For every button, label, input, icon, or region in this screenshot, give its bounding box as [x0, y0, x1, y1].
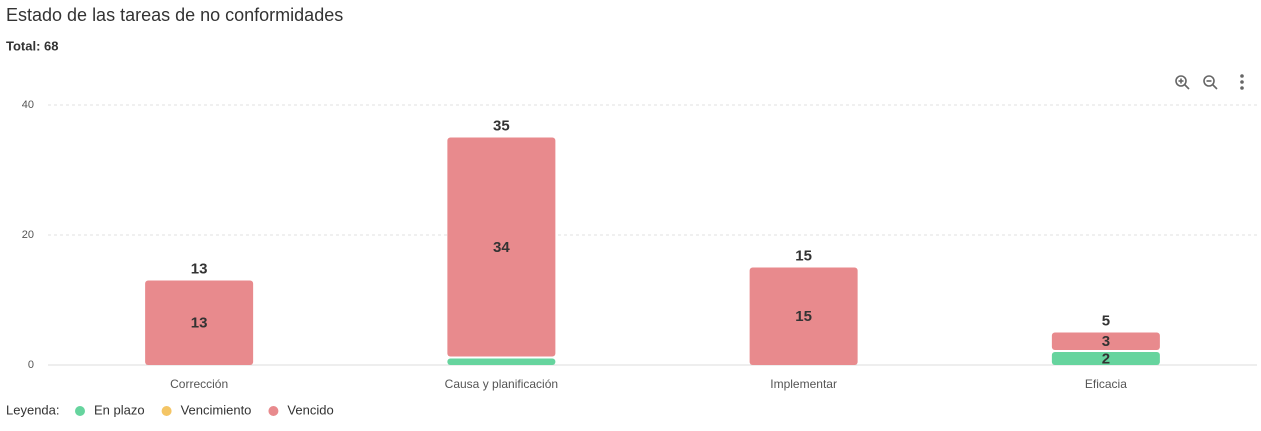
total-label: 15 — [795, 247, 812, 264]
legend-marker[interactable] — [75, 406, 85, 416]
legend-label: Vencimiento — [181, 402, 252, 417]
chart-title: Estado de las tareas de no conformidades — [6, 5, 343, 25]
segment-label: 13 — [191, 315, 208, 332]
segment-label: 2 — [1102, 350, 1110, 367]
bar-segment — [447, 358, 556, 365]
segment-label: 15 — [795, 308, 812, 325]
bar-segment — [1051, 332, 1160, 350]
zoom-in[interactable] — [1175, 75, 1190, 90]
y-tick-label: 20 — [22, 229, 34, 241]
legend-marker[interactable] — [268, 406, 279, 416]
chart-subtitle: Total: 68 — [6, 38, 59, 53]
bar-segment — [447, 137, 556, 357]
legend-label: En plazo — [94, 402, 145, 417]
legend-marker[interactable] — [161, 406, 172, 416]
segment-label: 3 — [1102, 333, 1110, 350]
y-tick-label: 0 — [28, 359, 34, 371]
x-tick-label: Corrección — [170, 377, 228, 391]
y-tick-label: 40 — [22, 99, 34, 111]
bar-segment — [145, 280, 254, 365]
total-label: 13 — [191, 260, 208, 277]
zoom-out[interactable] — [1203, 75, 1218, 90]
legend-title: Leyenda: — [6, 402, 60, 417]
menu[interactable] — [1240, 74, 1244, 90]
toolbar — [1175, 74, 1244, 90]
segment-label: 34 — [493, 239, 510, 256]
bar-segment — [749, 267, 858, 365]
x-tick-label: Eficacia — [1085, 377, 1127, 391]
bar-segment — [1051, 352, 1160, 365]
x-tick-label: Implementar — [770, 377, 837, 391]
total-label: 35 — [493, 117, 510, 134]
total-label: 5 — [1102, 312, 1110, 329]
legend-label: Vencido — [287, 402, 333, 417]
x-tick-label: Causa y planificación — [445, 377, 558, 391]
